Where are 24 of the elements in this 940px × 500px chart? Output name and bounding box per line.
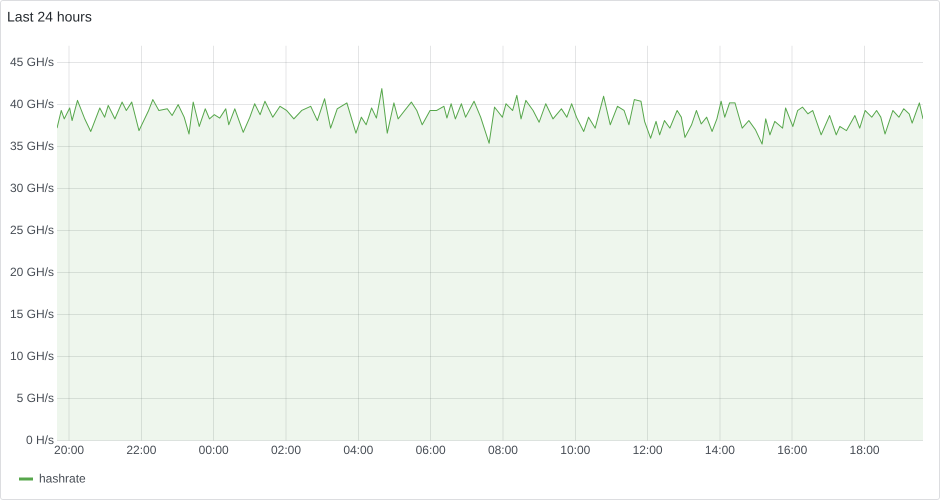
y-tick-label: 10 GH/s — [10, 348, 54, 363]
x-tick-label: 12:00 — [632, 443, 663, 458]
x-tick-label: 00:00 — [198, 443, 230, 458]
y-tick-label: 40 GH/s — [10, 96, 54, 111]
y-tick-label: 35 GH/s — [10, 138, 54, 153]
x-tick-label: 18:00 — [850, 443, 880, 458]
y-tick-label: 45 GH/s — [10, 54, 54, 69]
chart-title: Last 24 hours — [7, 8, 92, 24]
y-tick-label: 5 GH/s — [16, 390, 54, 405]
legend-label: hashrate — [39, 471, 86, 486]
x-tick-label: 20:00 — [54, 443, 84, 458]
x-tick-label: 22:00 — [126, 443, 157, 458]
x-tick-label: 14:00 — [704, 443, 736, 458]
x-tick-label: 06:00 — [416, 443, 446, 458]
y-tick-label: 15 GH/s — [10, 306, 54, 321]
y-tick-label: 0 H/s — [26, 432, 54, 447]
x-tick-label: 16:00 — [777, 443, 808, 458]
x-tick-label: 08:00 — [488, 443, 518, 458]
y-tick-label: 30 GH/s — [10, 180, 54, 195]
x-tick-label: 04:00 — [343, 443, 374, 458]
y-tick-label: 25 GH/s — [10, 222, 54, 237]
x-tick-label: 02:00 — [271, 443, 302, 458]
y-tick-label: 20 GH/s — [10, 264, 54, 279]
x-tick-label: 10:00 — [560, 443, 591, 458]
